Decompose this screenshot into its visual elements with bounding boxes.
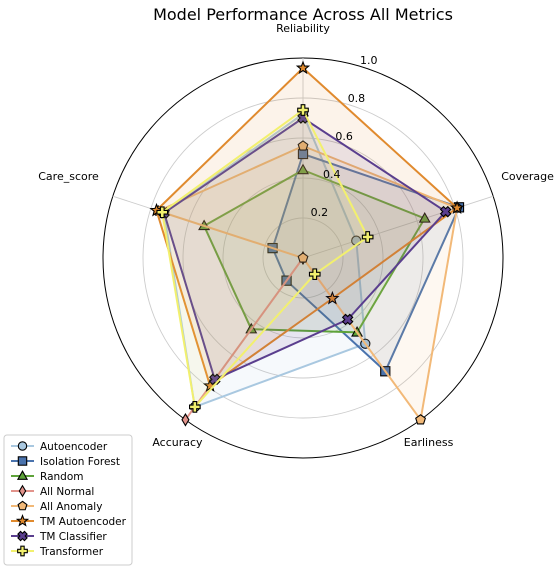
series-area-all-anomaly [158, 146, 458, 420]
legend-marker-all-anomaly [17, 500, 28, 511]
legend-marker-isolation-forest [17, 456, 28, 466]
legend-item-all-normal: All Normal [11, 484, 94, 498]
series-line-transformer [161, 109, 369, 408]
point-transformer-coverage [361, 231, 374, 243]
legend-label-tm-autoencoder: TM Autoencoder [39, 516, 127, 528]
r-tick-label-0-8: 0.8 [348, 92, 366, 105]
point-all-anomaly-reliability [297, 140, 309, 151]
legend-frame [3, 434, 133, 566]
legend-label-autoencoder: Autoencoder [40, 441, 108, 453]
point-tm-autoencoder-coverage [449, 200, 465, 215]
point-tm-autoencoder-reliability [295, 60, 311, 75]
chart-legend: Autoencoder Isolation Forest Random All Nor… [3, 434, 133, 566]
r-tick-label-0-6: 0.6 [335, 130, 353, 143]
legend-item-all-anomaly: All Anomaly [11, 500, 102, 513]
point-all-normal-accuracy [181, 412, 190, 427]
point-transformer-accuracy [189, 401, 201, 413]
chart-title: Model Performance Across All Metrics [153, 5, 453, 24]
series-tm-autoencoder [149, 60, 465, 392]
series-area-tm-classifier [164, 118, 446, 380]
point-all-anomaly-accuracy [297, 252, 309, 263]
series-area-transformer [162, 110, 368, 407]
legend-item-transformer: Transformer [11, 545, 104, 558]
axis-label-coverage: Coverage [501, 170, 554, 183]
legend-item-tm-classifier: TM Classifier [11, 530, 107, 543]
series-area-tm-autoencoder [156, 68, 458, 386]
series-line-tm-classifier [163, 117, 447, 381]
legend-label-all-anomaly: All Anomaly [40, 501, 102, 513]
axis-label-earliness: Earliness [404, 436, 454, 449]
point-tm-classifier-earliness [341, 313, 354, 326]
axis-label-care-score: Care_score [38, 170, 99, 183]
series-area-random [204, 170, 425, 333]
series-line-random [203, 169, 426, 334]
legend-item-autoencoder: Autoencoder [11, 441, 108, 453]
r-tick-label-1-0: 1.0 [360, 54, 378, 67]
r-tick-label-0-2: 0.2 [311, 206, 329, 219]
r-tick-label-0-4: 0.4 [323, 168, 341, 181]
legend-marker-tm-autoencoder [15, 513, 30, 527]
legend-marker-autoencoder [17, 441, 28, 451]
series-tm-classifier [158, 112, 452, 386]
point-transformer-reliability [297, 104, 309, 116]
legend-label-tm-classifier: TM Classifier [39, 531, 107, 543]
series-random [198, 163, 431, 337]
series-line-tm-autoencoder [155, 67, 459, 387]
point-transformer-care-score [156, 206, 169, 219]
legend-item-tm-autoencoder: TM Autoencoder [11, 513, 127, 528]
point-random-reliability [296, 163, 310, 175]
legend-label-all-normal: All Normal [40, 486, 94, 498]
legend-label-transformer: Transformer [39, 546, 104, 558]
axis-label-reliability: Reliability [276, 22, 330, 35]
legend-marker-random [16, 470, 29, 480]
point-random-coverage [418, 212, 431, 223]
legend-item-isolation-forest: Isolation Forest [11, 456, 120, 468]
legend-marker-tm-classifier [17, 530, 28, 542]
axis-labels: Reliability Coverage Earliness Accuracy Care… [38, 22, 554, 449]
point-transformer-earliness [308, 268, 321, 281]
radial-ticks: 0.2 0.4 0.6 0.8 1.0 [311, 54, 378, 219]
legend-item-random: Random [11, 470, 83, 483]
radar-series [149, 60, 465, 427]
series-transformer [156, 104, 374, 413]
legend-label-random: Random [40, 471, 83, 483]
point-tm-classifier-coverage [439, 205, 452, 218]
legend-marker-transformer [17, 545, 28, 557]
point-tm-autoencoder-earliness [325, 290, 340, 305]
legend-label-isolation-forest: Isolation Forest [40, 456, 120, 468]
series-area-isolation-forest [272, 154, 459, 372]
legend-marker-all-normal [18, 484, 27, 498]
axis-label-accuracy: Accuracy [152, 436, 203, 449]
point-all-anomaly-earliness [415, 414, 427, 425]
